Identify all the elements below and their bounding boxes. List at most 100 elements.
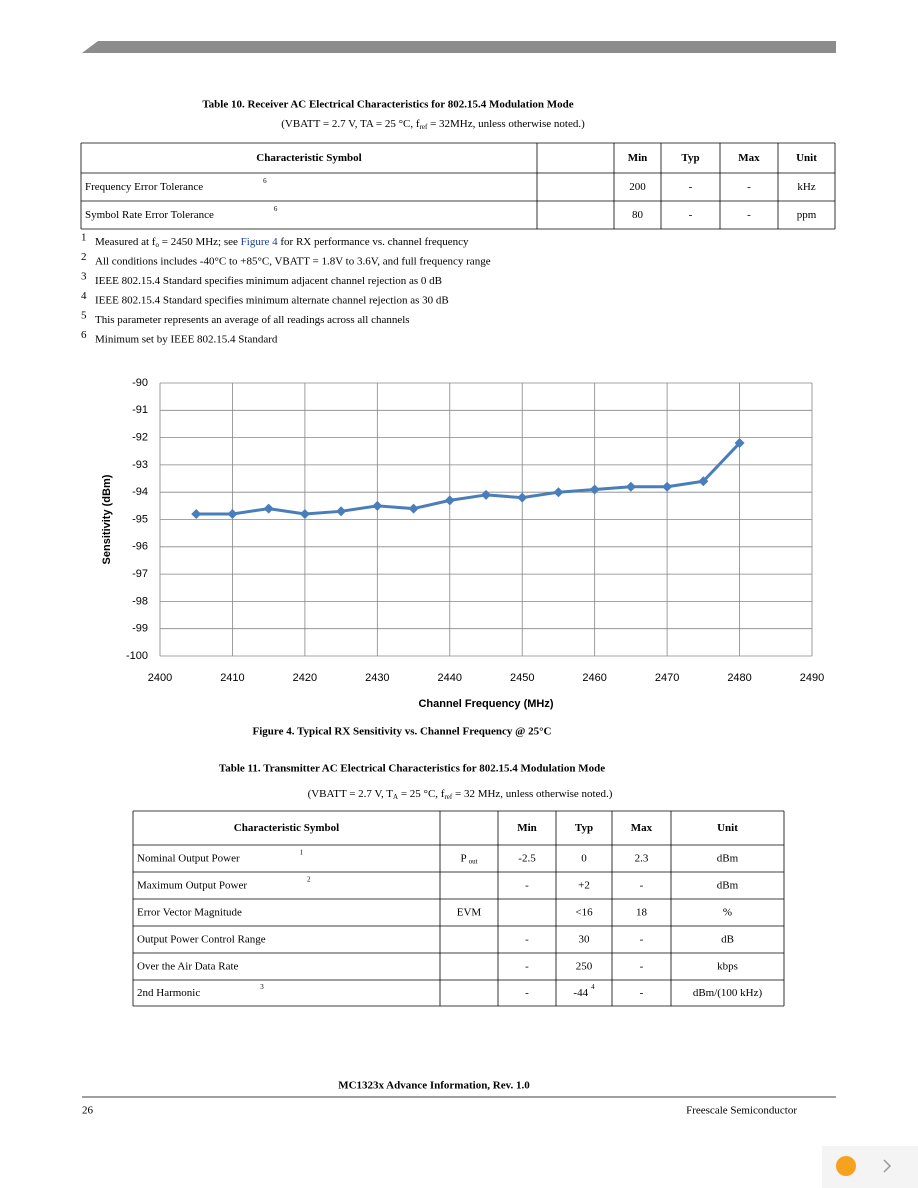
footnote-ref: 2 xyxy=(307,875,311,883)
cell-value: <16 xyxy=(575,906,593,918)
y-tick-label: -99 xyxy=(132,623,148,635)
data-point xyxy=(589,484,600,495)
footnote-ref: 4 xyxy=(591,983,595,991)
y-tick-label: -97 xyxy=(132,568,148,580)
cell-text: 250 xyxy=(576,960,593,972)
cell-text: dBm xyxy=(717,852,739,864)
cell-value: Error Vector Magnitude xyxy=(137,906,242,918)
cell-text: % xyxy=(723,906,732,918)
cell-value: - xyxy=(640,933,644,945)
data-point xyxy=(227,509,238,520)
cell-value: +2 xyxy=(578,879,590,891)
cell-text: - xyxy=(689,181,693,193)
cell-text: -44 4 xyxy=(573,983,595,999)
cell-text: - xyxy=(525,960,529,972)
text-line: IEEE 802.15.4 Standard specifies minimum… xyxy=(95,275,442,287)
table-title: Table 10. Receiver AC Electrical Charact… xyxy=(202,99,573,111)
cell-value: 30 xyxy=(579,933,591,945)
text-line: IEEE 802.15.4 Standard specifies minimum… xyxy=(95,294,449,306)
cell-text: 80 xyxy=(632,209,644,221)
text-line: Measured at fo = 2450 MHz; see Figure 4 … xyxy=(95,236,469,249)
y-tick-label: -93 xyxy=(132,459,148,471)
cell-value: - xyxy=(640,987,644,999)
cell-value: 0 xyxy=(581,852,587,864)
cell-value: dB xyxy=(721,933,734,945)
text-run: = 32 MHz, unless otherwise noted.) xyxy=(452,788,613,800)
x-tick-label: 2440 xyxy=(438,672,462,684)
x-tick-label: 2480 xyxy=(727,672,751,684)
cell-text: Maximum Output Power 2 xyxy=(137,875,311,891)
x-tick-label: 2430 xyxy=(365,672,389,684)
data-point xyxy=(408,503,419,514)
text-run: for RX performance vs. channel frequency xyxy=(278,236,469,248)
cell-value: dBm xyxy=(717,879,739,891)
cell-text: <16 xyxy=(575,906,593,918)
footnote-ref: 6 xyxy=(274,205,278,213)
text-run: o xyxy=(155,241,159,249)
cell-text: - xyxy=(525,987,529,999)
cell-value: Output Power Control Range xyxy=(137,933,266,945)
data-point xyxy=(191,509,202,520)
table-title: Table 11. Transmitter AC Electrical Char… xyxy=(219,763,605,775)
cell-value: 2nd Harmonic xyxy=(137,987,200,999)
x-axis-title: Channel Frequency (MHz) xyxy=(418,698,553,710)
text-run: (VBATT = 2.7 V, TA = 25 °C, f xyxy=(281,118,420,130)
cell-text: - xyxy=(525,933,529,945)
cell-value: % xyxy=(723,906,732,918)
viewer-logo xyxy=(836,1156,856,1176)
text-run: ref xyxy=(420,123,428,131)
text-run: (VBATT = 2.7 V, T xyxy=(308,788,394,800)
cell-text: - xyxy=(640,987,644,999)
text-run: = 32MHz, unless otherwise noted.) xyxy=(427,118,585,130)
cell-value: Symbol Rate Error Tolerance xyxy=(85,209,214,221)
cell-value: - xyxy=(525,960,529,972)
cell-text: - xyxy=(747,181,751,193)
cell-text: Unit xyxy=(796,152,817,164)
x-tick-label: 2450 xyxy=(510,672,534,684)
cell-value: - xyxy=(747,181,751,193)
y-tick-label: -91 xyxy=(132,404,148,416)
cell-text: Typ xyxy=(575,822,593,834)
footnote-ref: 3 xyxy=(260,983,264,991)
cell-value: kbps xyxy=(717,960,738,972)
data-point xyxy=(444,495,455,506)
cell-text: Unit xyxy=(717,822,738,834)
text-run: This parameter represents an average of … xyxy=(95,314,410,326)
cell-value: - xyxy=(525,933,529,945)
footnote-mark: 1 xyxy=(81,232,87,244)
data-point xyxy=(336,506,347,517)
company: Freescale Semiconductor xyxy=(686,1105,797,1117)
cell-value: 80 xyxy=(632,209,644,221)
cell-text: dBm xyxy=(717,879,739,891)
y-tick-label: -96 xyxy=(132,541,148,553)
text-run: A xyxy=(393,793,398,801)
x-tick-label: 2400 xyxy=(148,672,172,684)
cell-text: kHz xyxy=(797,181,815,193)
data-line xyxy=(196,442,741,516)
y-tick-label: -94 xyxy=(132,486,148,498)
cell-value: Characteristic Symbol xyxy=(234,822,339,834)
cell-value: Min xyxy=(628,152,648,164)
x-tick-label: 2460 xyxy=(582,672,606,684)
cell-value: 250 xyxy=(576,960,593,972)
y-tick-label: -90 xyxy=(132,377,148,389)
page-number: 26 xyxy=(82,1105,94,1117)
cell-text: 200 xyxy=(629,181,646,193)
cell-value: dBm/(100 kHz) xyxy=(693,987,763,999)
y-axis-title: Sensitivity (dBm) xyxy=(101,474,113,564)
x-tick-label: 2470 xyxy=(655,672,679,684)
chart-frame xyxy=(97,369,837,721)
cell-value: Unit xyxy=(717,822,738,834)
cell-text: Over the Air Data Rate xyxy=(137,960,239,972)
cell-value: - xyxy=(525,879,529,891)
cell-text: - xyxy=(525,879,529,891)
cell-value: ppm xyxy=(797,209,817,221)
footnote-mark: 4 xyxy=(81,290,87,302)
cell-value: Min xyxy=(517,822,537,834)
cell-value: - xyxy=(640,879,644,891)
cell-value: Unit xyxy=(796,152,817,164)
cell-text: dB xyxy=(721,933,734,945)
cell-text: Frequency Error Tolerance 6 xyxy=(85,177,267,193)
